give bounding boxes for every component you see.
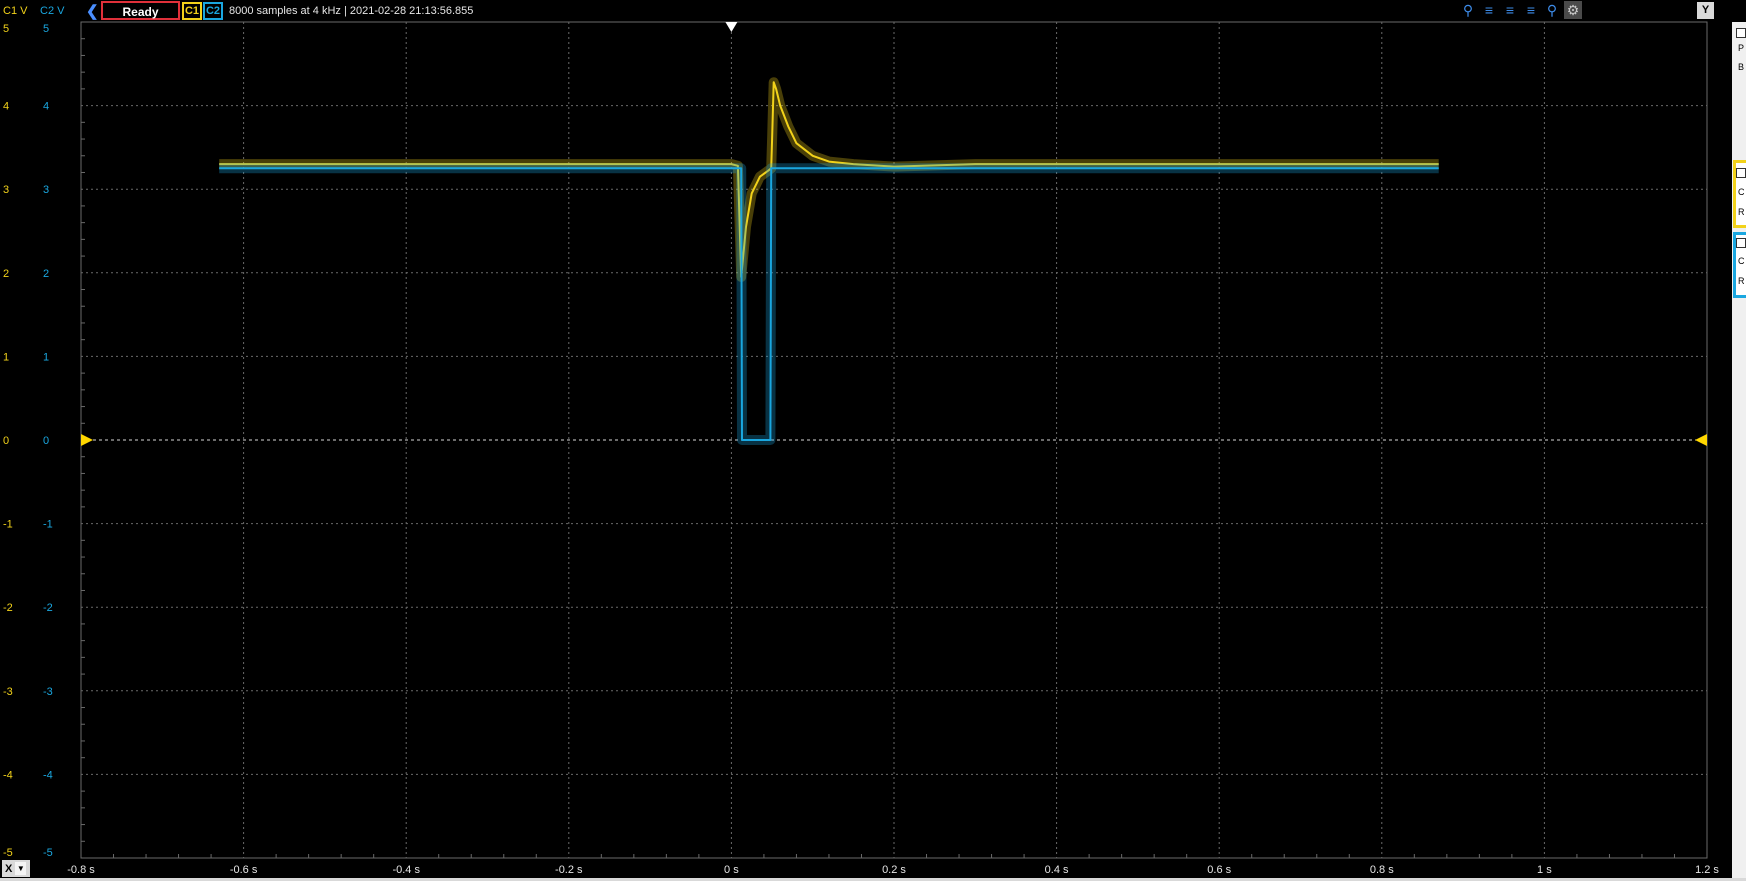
settings-icon[interactable]: ⚙ bbox=[1564, 1, 1582, 19]
c2-y-tick-label: -2 bbox=[43, 602, 53, 614]
x-tick-label: 0.6 s bbox=[1207, 864, 1231, 876]
top-bar: C1 V C2 V ❮ Ready C1 C2 8000 samples at … bbox=[0, 0, 1746, 22]
bottom-strip bbox=[0, 878, 1746, 881]
c1-y-tick-label: -1 bbox=[3, 519, 13, 531]
side-label: C bbox=[1738, 256, 1745, 266]
c1-series-envelope bbox=[219, 77, 1439, 282]
c2-y-tick-label: -1 bbox=[43, 519, 53, 531]
x-tick-label: 0.8 s bbox=[1370, 864, 1394, 876]
stack-icon[interactable]: ≡ bbox=[1526, 2, 1536, 18]
side-label: R bbox=[1738, 207, 1745, 217]
c2-y-tick-label: 1 bbox=[43, 351, 49, 363]
x-tick-label: -0.8 s bbox=[67, 864, 95, 876]
side-label: R bbox=[1738, 276, 1745, 286]
x-tick-label: 1 s bbox=[1537, 864, 1552, 876]
c1-y-tick-label: 5 bbox=[3, 23, 9, 35]
c2-toggle-button[interactable]: C2 bbox=[203, 2, 223, 20]
trigger-time-marker bbox=[725, 22, 738, 32]
zoom-icon[interactable]: ⚲ bbox=[1546, 2, 1558, 18]
c1-y-tick-label: -2 bbox=[3, 602, 13, 614]
c1-unit-label: C1 V bbox=[3, 5, 28, 17]
c1-y-tick-label: -4 bbox=[3, 769, 13, 781]
x-axis-button[interactable]: X ▼ bbox=[2, 860, 30, 877]
x-tick-label: -0.4 s bbox=[392, 864, 420, 876]
zoom-in-icon[interactable]: ⚲ bbox=[1462, 2, 1474, 18]
c2-side-checkbox[interactable] bbox=[1736, 238, 1746, 248]
x-axis-label: X bbox=[5, 862, 13, 875]
c1-y-tick-label: 0 bbox=[3, 435, 9, 447]
trigger-level-marker-right bbox=[1695, 434, 1707, 446]
c1-y-tick-label: 1 bbox=[3, 351, 9, 363]
c2-series-envelope bbox=[219, 163, 1439, 445]
c2-y-tick-label: -5 bbox=[43, 847, 53, 859]
c2-side-box bbox=[1733, 232, 1746, 298]
x-tick-label: -0.2 s bbox=[555, 864, 583, 876]
c1-y-tick-label: 2 bbox=[3, 268, 9, 280]
side-label: B bbox=[1738, 62, 1745, 72]
x-tick-label: 0 s bbox=[724, 864, 739, 876]
status-badge: Ready bbox=[101, 1, 180, 20]
side-label: C bbox=[1738, 187, 1745, 197]
y-axis-button[interactable]: Y bbox=[1697, 2, 1714, 19]
c1-series-line bbox=[219, 81, 1439, 278]
x-tick-label: 0.4 s bbox=[1045, 864, 1069, 876]
c1-y-tick-label: -3 bbox=[3, 686, 13, 698]
toolbar: ⚲ ≡ ≡ ≡ ⚲ ⚙ bbox=[1459, 1, 1582, 21]
c2-y-tick-label: 4 bbox=[43, 101, 49, 113]
c1-y-tick-label: -5 bbox=[3, 847, 13, 859]
c2-unit-label: C2 V bbox=[40, 5, 65, 17]
c1-y-tick-label: 4 bbox=[3, 101, 9, 113]
c2-y-tick-label: -3 bbox=[43, 686, 53, 698]
c2-series-line bbox=[219, 167, 1439, 441]
c2-y-tick-label: 5 bbox=[43, 23, 49, 35]
x-tick-label: 0.2 s bbox=[882, 864, 906, 876]
chevron-left-icon[interactable]: ❮ bbox=[86, 3, 99, 20]
fit-icon[interactable]: ≡ bbox=[1484, 2, 1494, 18]
x-tick-label: -0.6 s bbox=[230, 864, 258, 876]
c1-side-checkbox[interactable] bbox=[1736, 168, 1746, 178]
c1-y-tick-label: 3 bbox=[3, 184, 9, 196]
x-tick-label: 1.2 s bbox=[1695, 864, 1719, 876]
c2-y-tick-label: 0 bbox=[43, 435, 49, 447]
side-label: P bbox=[1738, 43, 1745, 53]
acquisition-info: 8000 samples at 4 kHz | 2021-02-28 21:13… bbox=[229, 5, 474, 17]
c2-y-tick-label: 3 bbox=[43, 184, 49, 196]
align-icon[interactable]: ≡ bbox=[1505, 2, 1515, 18]
c2-y-tick-label: -4 bbox=[43, 769, 53, 781]
trigger-level-marker-left bbox=[81, 434, 93, 446]
c2-y-tick-label: 2 bbox=[43, 268, 49, 280]
c1-toggle-button[interactable]: C1 bbox=[182, 2, 202, 20]
side-checkbox-1[interactable] bbox=[1736, 28, 1746, 38]
chevron-down-icon[interactable]: ▼ bbox=[15, 862, 27, 875]
side-panel bbox=[1732, 22, 1746, 881]
